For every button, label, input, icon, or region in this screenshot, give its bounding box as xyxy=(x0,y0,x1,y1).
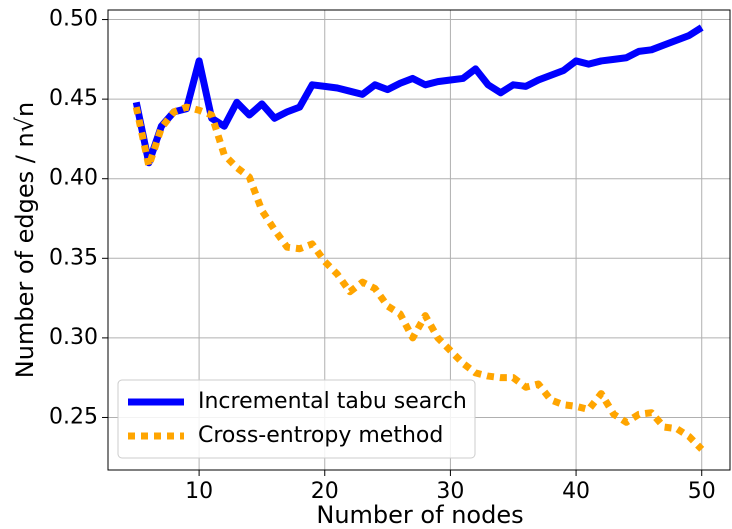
y-tick-label: 0.40 xyxy=(49,166,98,191)
x-tick-label: 40 xyxy=(562,479,590,504)
x-tick-label: 30 xyxy=(436,479,464,504)
y-tick-label: 0.30 xyxy=(49,325,98,350)
x-tick-label: 10 xyxy=(185,479,213,504)
legend-box xyxy=(117,379,476,459)
y-axis-label: Number of edges / n√n xyxy=(11,102,39,378)
x-tick-label: 20 xyxy=(311,479,339,504)
y-tick-label: 0.35 xyxy=(49,245,98,270)
legend-label: Cross-entropy method xyxy=(198,423,443,448)
plot-frame xyxy=(107,9,731,471)
line-series xyxy=(132,24,704,167)
legend-label: Incremental tabu search xyxy=(198,389,467,414)
legend: Incremental tabu search Cross-entropy met… xyxy=(117,379,476,459)
y-tick-label: 0.45 xyxy=(49,86,98,111)
x-tick-label: 50 xyxy=(688,479,716,504)
y-tick-label: 0.25 xyxy=(49,404,98,429)
y-tick-label: 0.50 xyxy=(49,7,98,32)
line-series xyxy=(132,103,705,452)
x-axis-label: Number of nodes xyxy=(316,501,523,529)
